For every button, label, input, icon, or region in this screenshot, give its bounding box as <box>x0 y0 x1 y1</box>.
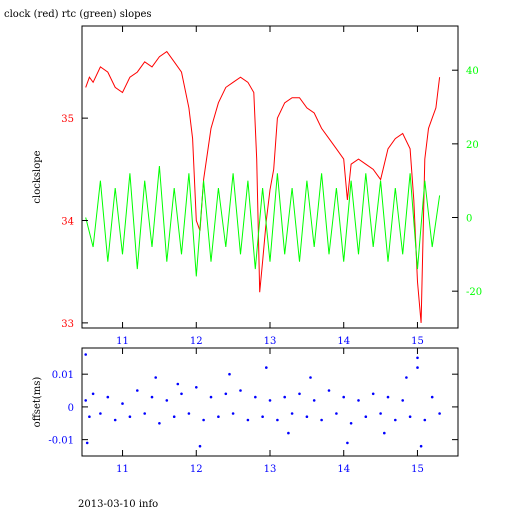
offset-point <box>283 395 287 399</box>
offset-point <box>357 399 360 402</box>
offset-point <box>202 418 205 422</box>
offset-point <box>246 418 250 422</box>
offset-point <box>405 376 408 379</box>
offset-point <box>394 418 397 422</box>
offset-point <box>176 382 180 386</box>
offset-point <box>113 418 117 422</box>
offset-point <box>228 372 231 376</box>
chart-title: clock (red) rtc (green) slopes <box>4 9 152 20</box>
offset-point <box>180 392 183 396</box>
x-tick-label: 12 <box>190 336 203 347</box>
offset-point <box>430 395 434 399</box>
offset-point <box>335 412 338 415</box>
offset-point <box>150 395 154 399</box>
offset-point <box>320 418 323 422</box>
y-right-tick-label: -20 <box>466 287 482 298</box>
offset-point <box>438 412 441 415</box>
y-right-tick-label: 20 <box>466 140 479 151</box>
offset-point <box>312 399 316 402</box>
offset-point <box>91 392 95 396</box>
offset-point <box>85 441 89 445</box>
x-tick-label: 13 <box>264 336 277 347</box>
y-left-tick-label: 34 <box>61 217 74 228</box>
offset-point <box>143 412 146 415</box>
offset-point <box>379 412 382 415</box>
offset-point <box>261 415 264 419</box>
offset-point <box>401 399 405 402</box>
x-tick-label: 12 <box>190 464 203 475</box>
offset-point <box>416 356 419 360</box>
offset-point <box>416 366 419 369</box>
offset-point <box>195 386 198 389</box>
offset-point <box>386 395 390 399</box>
offset-point <box>371 392 375 396</box>
offset-point <box>99 412 102 415</box>
offset-point <box>136 389 139 392</box>
offset-point <box>346 441 349 445</box>
offset-point <box>88 415 91 419</box>
offset-point <box>84 353 87 356</box>
y-left-tick-label: 35 <box>61 114 74 125</box>
x-tick-label: 15 <box>411 464 424 475</box>
offset-point <box>165 399 169 402</box>
offset-point <box>209 395 213 399</box>
footer-text: 2013-03-10 info <box>78 499 159 510</box>
x-tick-label: 14 <box>337 464 350 475</box>
offset-point <box>106 395 110 399</box>
x-tick-label: 13 <box>264 464 277 475</box>
offset-point <box>172 415 176 419</box>
offset-point <box>423 418 427 422</box>
offset-point <box>305 415 309 419</box>
offset-point <box>408 415 412 419</box>
offset-point <box>254 395 257 399</box>
offset-point <box>265 366 268 369</box>
y-tick-label: 0 <box>68 403 74 414</box>
offset-point <box>268 399 272 402</box>
offset-point <box>121 402 124 405</box>
offset-point <box>239 389 242 392</box>
x-tick-label: 15 <box>411 336 424 347</box>
offset-point <box>342 395 346 399</box>
offset-point <box>276 418 279 422</box>
y-tick-label: 0.01 <box>52 370 74 381</box>
offset-point <box>224 392 228 396</box>
offset-point <box>383 431 386 435</box>
y-right-tick-label: 40 <box>466 66 479 77</box>
x-tick-label: 14 <box>337 336 350 347</box>
offset-point <box>231 412 235 415</box>
offset-point <box>187 412 191 415</box>
offset-point <box>349 422 353 425</box>
y-left-tick-label: 33 <box>61 319 74 330</box>
offset-point <box>419 444 423 448</box>
x-tick-label: 11 <box>116 336 129 347</box>
y-right-tick-label: 0 <box>466 214 472 225</box>
offset-point <box>158 422 161 425</box>
offset-point <box>154 376 157 379</box>
offset-point <box>198 444 202 448</box>
offset-point <box>327 389 331 392</box>
offset-point <box>364 415 368 419</box>
x-tick-label: 11 <box>116 464 129 475</box>
offset-point <box>217 415 220 419</box>
offset-point <box>290 412 294 415</box>
series-line-rtc <box>85 165 441 277</box>
y-axis-label: clockslope <box>32 150 43 203</box>
offset-point <box>298 392 301 396</box>
offset-point <box>287 431 290 435</box>
y-tick-label: -0.01 <box>48 436 74 447</box>
offset-point <box>84 399 87 402</box>
offset-point <box>309 376 312 379</box>
offset-axis-label: offset(ms) <box>32 377 43 428</box>
offset-point <box>128 415 132 419</box>
